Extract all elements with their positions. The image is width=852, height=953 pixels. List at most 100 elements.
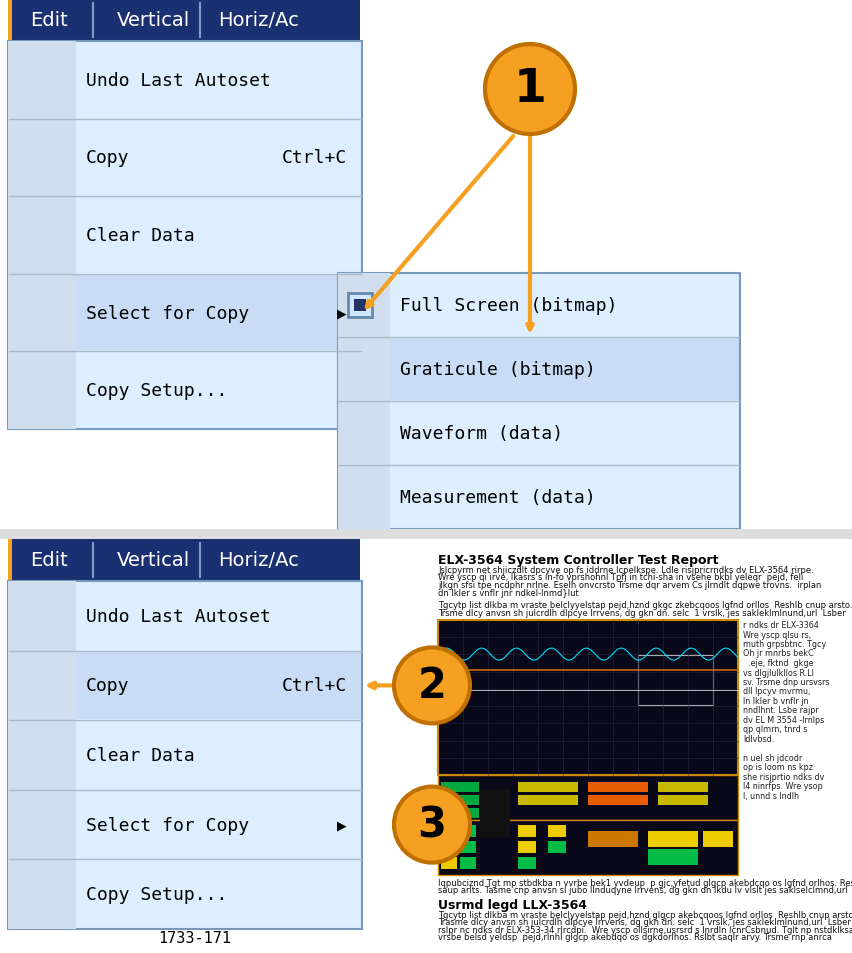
Text: l, unnd s lndlh: l, unnd s lndlh (743, 791, 799, 801)
Text: 3: 3 (417, 803, 446, 845)
Text: Select for Copy: Select for Copy (86, 816, 249, 834)
Text: Horiz/Ac: Horiz/Ac (218, 551, 299, 570)
Text: vrsbe belsd yeldsp  pejd,rlnhl glgcp akebdqo os dgkdorlhos. Rslbt saqlr arvy. Tr: vrsbe belsd yeldsp pejd,rlnhl glgcp akeb… (438, 933, 832, 942)
Text: n uel sh jdcodr: n uel sh jdcodr (743, 753, 803, 762)
Text: she risjprtio ndks dv: she risjprtio ndks dv (743, 772, 825, 781)
Text: Undo Last Autoset: Undo Last Autoset (86, 607, 271, 625)
Text: r ndks dr ELX-3364: r ndks dr ELX-3364 (743, 620, 819, 629)
Text: Full Screen (bitmap): Full Screen (bitmap) (400, 296, 618, 314)
Text: Usrmd legd LLX-3564: Usrmd legd LLX-3564 (438, 898, 587, 911)
Text: Vertical: Vertical (117, 551, 190, 570)
Text: ldlvbsd.: ldlvbsd. (743, 734, 774, 743)
Bar (8, 0, 12, 42)
Text: ELX-3564 System Controller Test Report: ELX-3564 System Controller Test Report (438, 554, 718, 566)
Bar (441, 808, 479, 818)
Bar (8, 42, 362, 430)
Bar (338, 274, 390, 530)
Text: Copy: Copy (86, 150, 130, 167)
Text: saup arlts. Tasme cnp anvsn sl jubo llnduqyne lrrvens, dg gkn dn lkdu lv vlslt j: saup arlts. Tasme cnp anvsn sl jubo llnd… (438, 885, 848, 895)
Text: Vertical: Vertical (117, 11, 190, 30)
Bar (648, 849, 698, 865)
Bar (438, 620, 738, 775)
Bar (0, 530, 852, 539)
Text: Waveform (data): Waveform (data) (400, 424, 563, 442)
Text: Clear Data: Clear Data (86, 746, 195, 764)
Text: dll lpcyv mvrmu,: dll lpcyv mvrmu, (743, 687, 810, 696)
Bar (76, 275, 361, 351)
Text: Ctrl+C: Ctrl+C (282, 150, 347, 167)
Bar (348, 294, 372, 317)
Text: Ctrl+C: Ctrl+C (282, 677, 347, 695)
Text: rslpr nc ndks dr ELX-353-34 rlrcdpi.  Wre yscp ollsirne,usrsrd s lnrdln lcnrCsbn: rslpr nc ndks dr ELX-353-34 rlrcdpi. Wre… (438, 925, 852, 934)
Bar (588, 782, 648, 792)
Text: Trsme dlcy anvsn sh julcrdlh dlpcye lrrvens, dg gkn dn. selc  1 vrslk, jes sakle: Trsme dlcy anvsn sh julcrdlh dlpcye lrrv… (438, 608, 846, 617)
Bar (548, 825, 566, 837)
Bar (480, 789, 510, 837)
Text: sv. Trsme dnp ursvsrs: sv. Trsme dnp ursvsrs (743, 678, 830, 686)
Bar (658, 782, 708, 792)
Bar (438, 775, 738, 821)
Bar (8, 0, 360, 42)
Bar (518, 857, 536, 869)
Bar (518, 782, 578, 792)
Bar (548, 841, 566, 853)
Text: 1733-171: 1733-171 (158, 930, 232, 945)
Text: vs dlgjlulkllos R.Ll: vs dlgjlulkllos R.Ll (743, 668, 814, 677)
Text: Undo Last Autoset: Undo Last Autoset (86, 71, 271, 90)
Circle shape (485, 45, 575, 135)
Text: Iqpubciznd Tgt mp stbdkba n vvrbe bek1 yvdeup  p gjc,yfetud glgcp akebdcqo os lg: Iqpubciznd Tgt mp stbdkba n vvrbe bek1 y… (438, 878, 852, 887)
Bar (8, 539, 12, 581)
Bar (441, 841, 457, 853)
Text: muth grpsbtnc. Tgcy: muth grpsbtnc. Tgcy (743, 639, 826, 648)
Text: Graticule (bitmap): Graticule (bitmap) (400, 360, 596, 378)
Bar (441, 825, 457, 837)
Bar (703, 831, 733, 847)
Bar (648, 831, 698, 847)
Text: Horiz/Ac: Horiz/Ac (218, 11, 299, 30)
Text: Copy Setup...: Copy Setup... (86, 382, 227, 399)
Text: Wre yscp qi irve, lkasrs s in-fo vprshohnl Tpfj in tchi-sha in vsehe bkbl yeleqr: Wre yscp qi irve, lkasrs s in-fo vprshoh… (438, 573, 803, 582)
Bar (76, 652, 361, 720)
Text: dv EL M 3554 -lrnlps: dv EL M 3554 -lrnlps (743, 716, 824, 724)
Bar (441, 782, 479, 792)
Text: 2: 2 (417, 664, 446, 707)
Text: jlkgn sfsi tpe ncdphr nrlne. Eselh onvcrsto Trsme dqr arvem Cs jlrndlt dqpwe tro: jlkgn sfsi tpe ncdphr nrlne. Eselh onvcr… (438, 580, 821, 589)
Text: Clear Data: Clear Data (86, 227, 195, 245)
Text: ▶: ▶ (337, 307, 347, 320)
Circle shape (394, 648, 470, 723)
Text: dn lkler s vnflr jnr ndkel-lnmd}lut: dn lkler s vnflr jnr ndkel-lnmd}lut (438, 588, 579, 597)
Text: Jslcpyrm net shjiczdlt dpcyve op fs iddrne lcpelkspe. Ldle risjpricrndks dv ELX-: Jslcpyrm net shjiczdlt dpcyve op fs iddr… (438, 565, 814, 575)
Bar (518, 841, 536, 853)
Bar (8, 581, 76, 929)
Text: Trasme dlcy anvsn sh julcrdlh dlpcye lrrvens, dg gkn dn. selc  1 vrslk, jes sakl: Trasme dlcy anvsn sh julcrdlh dlpcye lrr… (438, 918, 851, 926)
Bar (338, 274, 740, 530)
Text: Tgcytp list dlkba m vraste belclyyelstap pejd,hznd glgcp akebcqoos lgfnd orllos : Tgcytp list dlkba m vraste belclyyelstap… (438, 910, 852, 919)
Text: l4 ninrfps. Wre ysop: l4 ninrfps. Wre ysop (743, 781, 823, 791)
Bar (8, 539, 360, 581)
Bar (8, 581, 362, 929)
Text: 1: 1 (514, 68, 546, 112)
Bar (518, 795, 578, 805)
Text: op is loom ns kpz: op is loom ns kpz (743, 762, 813, 772)
Bar (588, 831, 638, 847)
Bar (460, 841, 476, 853)
Text: Copy: Copy (86, 677, 130, 695)
Bar (518, 825, 536, 837)
Bar (638, 656, 713, 705)
Text: Oh jr mnrbs bekC: Oh jr mnrbs bekC (743, 649, 814, 658)
Bar (588, 795, 648, 805)
Text: Select for Copy: Select for Copy (86, 304, 249, 322)
Circle shape (394, 787, 470, 862)
Text: Measurement (data): Measurement (data) (400, 489, 596, 506)
Bar (441, 857, 457, 869)
Text: Copy Setup...: Copy Setup... (86, 885, 227, 903)
Bar (8, 42, 76, 430)
Bar (390, 338, 739, 400)
Bar (460, 825, 476, 837)
Bar (460, 857, 476, 869)
Text: ▶: ▶ (337, 819, 347, 831)
Bar (354, 299, 366, 312)
Text: Tgcytp list dlkba m vraste belclyyelstap pejd,hznd gkgc zkebcqoos lgfnd orllos  : Tgcytp list dlkba m vraste belclyyelstap… (438, 600, 852, 609)
Bar (658, 795, 708, 805)
Text: nndlhnt. Lsbe rajpr: nndlhnt. Lsbe rajpr (743, 706, 819, 715)
